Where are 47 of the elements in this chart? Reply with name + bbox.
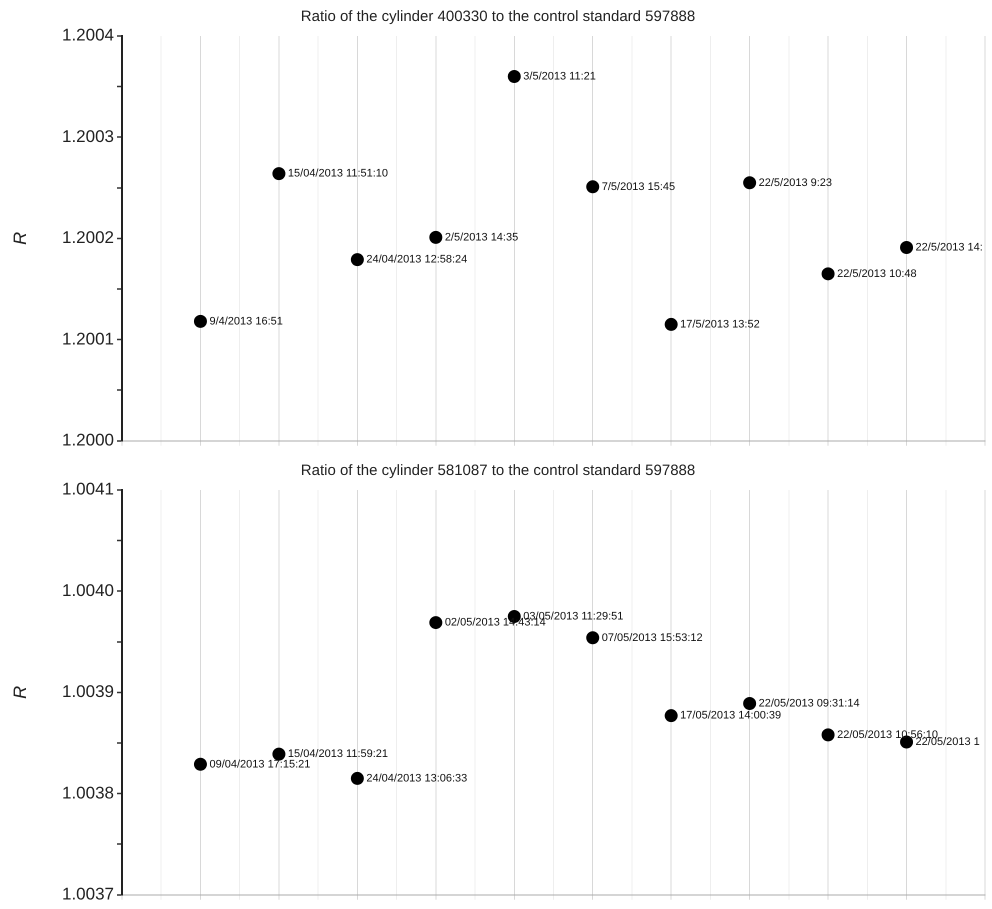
y-tick-label: 1.0038	[62, 783, 114, 802]
y-tick-label: 1.0040	[62, 580, 114, 600]
data-label: 24/04/2013 13:06:33	[366, 772, 468, 784]
y-tick-label: 1.2002	[62, 228, 114, 248]
data-label: 09/04/2013 17:15:21	[209, 758, 310, 770]
point	[743, 697, 756, 710]
point	[822, 267, 835, 280]
y-tick-label: 1.0041	[62, 480, 114, 499]
data-label: 22/5/2013 9:23	[758, 176, 832, 189]
y-tick-label: 1.0037	[62, 884, 114, 904]
data-label: 07/05/2013 15:53:12	[602, 632, 703, 644]
point	[664, 318, 678, 331]
point	[900, 241, 914, 254]
point	[194, 758, 207, 771]
data-label: 3/5/2013 11:21	[523, 70, 596, 83]
point	[664, 709, 678, 722]
data-label: 17/5/2013 13:52	[680, 318, 760, 330]
data-label: 9/4/2013 16:51	[209, 315, 283, 328]
y-tick-label: 1.2004	[62, 26, 114, 45]
data-label: 2/5/2013 14:35	[444, 231, 518, 244]
point	[586, 180, 600, 194]
chart-title: Ratio of the cylinder 581087 to the control standard 597888	[300, 462, 696, 480]
data-label: 17/05/2013 14:00:39	[680, 710, 782, 722]
data-label: 22/5/2013 14:	[916, 242, 983, 254]
y-tick-label: 1.2003	[62, 126, 114, 146]
y-tick-label: 1.2000	[62, 430, 114, 450]
point	[194, 314, 207, 328]
point	[429, 230, 442, 244]
point	[508, 70, 521, 83]
y-axis-title: R	[10, 686, 30, 699]
point	[586, 631, 600, 644]
data-label: 15/04/2013 11:59:21	[288, 748, 388, 760]
point	[429, 616, 442, 630]
point	[743, 176, 756, 190]
data-label: 15/04/2013 11:51:10	[288, 168, 388, 180]
data-label: 22/05/2013 09:31:14	[758, 698, 860, 710]
y-tick-label: 1.0039	[62, 682, 114, 702]
point	[350, 772, 364, 785]
point	[272, 167, 286, 180]
data-label: 22/5/2013 10:48	[837, 268, 917, 280]
data-label: 24/04/2013 12:58:24	[366, 254, 468, 266]
point	[822, 728, 835, 742]
point	[350, 253, 364, 266]
y-tick-label: 1.2001	[62, 329, 114, 348]
y-axis-title: R	[10, 232, 30, 245]
data-label: 7/5/2013 15:45	[602, 180, 676, 193]
chart-title: Ratio of the cylinder 400330 to the control standard 597888	[300, 8, 696, 26]
